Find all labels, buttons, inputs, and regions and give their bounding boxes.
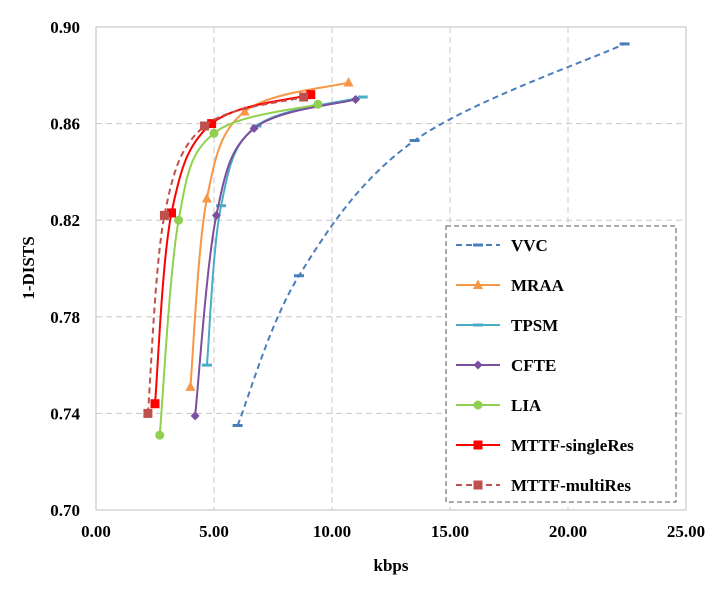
legend-item-vvc: VVC xyxy=(456,236,548,255)
data-point-mraa xyxy=(201,192,212,203)
data-point-mraa xyxy=(343,77,354,87)
data-point-mttf-multires xyxy=(159,210,169,220)
x-tick-label: 15.00 xyxy=(431,522,469,541)
data-point-mttf-multires xyxy=(143,408,153,418)
legend-marker-mttf-multires xyxy=(473,480,483,490)
data-point-vvc xyxy=(409,139,420,143)
series-layer xyxy=(143,42,630,440)
legend-item-lia: LIA xyxy=(456,396,542,415)
series-line-mraa xyxy=(189,81,349,387)
legend: VVC MRAA TPSM CFTE LIA MTTF-singleRes MTTF-mul… xyxy=(445,225,677,503)
legend-item-mttf-singleres: MTTF-singleRes xyxy=(456,436,634,455)
data-point-vvc xyxy=(232,423,243,427)
x-tick-label: 25.00 xyxy=(667,522,705,541)
data-point-tpsm xyxy=(216,204,227,208)
ticks: 0.00 5.00 10.00 15.00 20.00 25.00 0.70 0.74 0.78… xyxy=(50,18,705,541)
data-point-mttf-singleres xyxy=(167,208,177,218)
legend-label-mttf-singleres: MTTF-singleRes xyxy=(511,436,634,455)
y-tick-label: 0.82 xyxy=(50,211,80,230)
series-mraa xyxy=(185,77,354,391)
legend-label-mraa: MRAA xyxy=(511,276,565,295)
data-point-cfte xyxy=(211,210,221,220)
data-point-vvc xyxy=(293,274,304,278)
y-axis-title: 1-DISTS xyxy=(19,236,38,299)
legend-item-mraa: MRAA xyxy=(456,276,565,295)
data-point-mttf-singleres xyxy=(207,119,217,129)
series-vvc xyxy=(232,42,630,427)
data-point-lia xyxy=(174,215,184,225)
series-line-cfte xyxy=(194,98,356,416)
data-point-mttf-multires xyxy=(299,92,309,102)
series-line-mttf-multires xyxy=(146,96,304,414)
y-tick-label: 0.86 xyxy=(50,115,80,134)
legend-label-mttf-multires: MTTF-multiRes xyxy=(511,476,631,495)
data-point-vvc xyxy=(619,42,630,46)
data-point-mraa xyxy=(239,106,250,116)
legend-label-vvc: VVC xyxy=(511,236,548,255)
y-tick-label: 0.70 xyxy=(50,501,80,520)
data-point-mttf-multires xyxy=(200,121,210,131)
x-tick-label: 20.00 xyxy=(549,522,587,541)
series-line-mttf-singleres xyxy=(154,93,312,404)
series-line-vvc xyxy=(236,43,626,426)
data-point-lia xyxy=(313,99,323,109)
legend-marker-tpsm xyxy=(473,323,483,327)
data-point-cfte xyxy=(249,123,259,133)
legend-item-tpsm: TPSM xyxy=(456,316,558,335)
legend-item-mttf-multires: MTTF-multiRes xyxy=(456,476,631,495)
data-point-lia xyxy=(155,430,165,440)
data-point-mttf-singleres xyxy=(150,399,160,409)
x-axis-title: kbps xyxy=(374,556,409,575)
data-point-cfte xyxy=(351,94,361,104)
data-point-lia xyxy=(209,128,219,138)
data-point-mttf-singleres xyxy=(306,90,316,100)
data-point-mraa xyxy=(185,381,196,391)
legend-marker-lia xyxy=(473,400,483,410)
data-point-tpsm xyxy=(201,363,212,367)
legend-marker-mttf-singleres xyxy=(473,440,483,450)
series-cfte xyxy=(190,94,361,421)
plot-frame xyxy=(95,26,687,511)
series-mttf-multires xyxy=(143,92,309,418)
legend-label-tpsm: TPSM xyxy=(511,316,558,335)
legend-marker-cfte xyxy=(473,360,483,370)
series-mttf-singleres xyxy=(150,90,316,409)
y-tick-label: 0.78 xyxy=(50,308,80,327)
legend-label-lia: LIA xyxy=(511,396,542,415)
x-tick-label: 5.00 xyxy=(199,522,229,541)
legend-items: VVC MRAA TPSM CFTE LIA MTTF-singleRes MTTF-mul… xyxy=(456,236,634,495)
y-tick-label: 0.90 xyxy=(50,18,80,37)
x-tick-label: 10.00 xyxy=(313,522,351,541)
x-tick-label: 0.00 xyxy=(81,522,111,541)
data-point-cfte xyxy=(190,411,200,421)
y-tick-label: 0.74 xyxy=(50,404,80,423)
legend-marker-vvc xyxy=(473,243,483,247)
series-line-lia xyxy=(158,103,319,436)
series-lia xyxy=(155,99,323,440)
legend-item-cfte: CFTE xyxy=(456,356,556,375)
legend-label-cfte: CFTE xyxy=(511,356,556,375)
legend-marker-mraa xyxy=(473,279,483,289)
data-point-tpsm xyxy=(357,95,368,99)
